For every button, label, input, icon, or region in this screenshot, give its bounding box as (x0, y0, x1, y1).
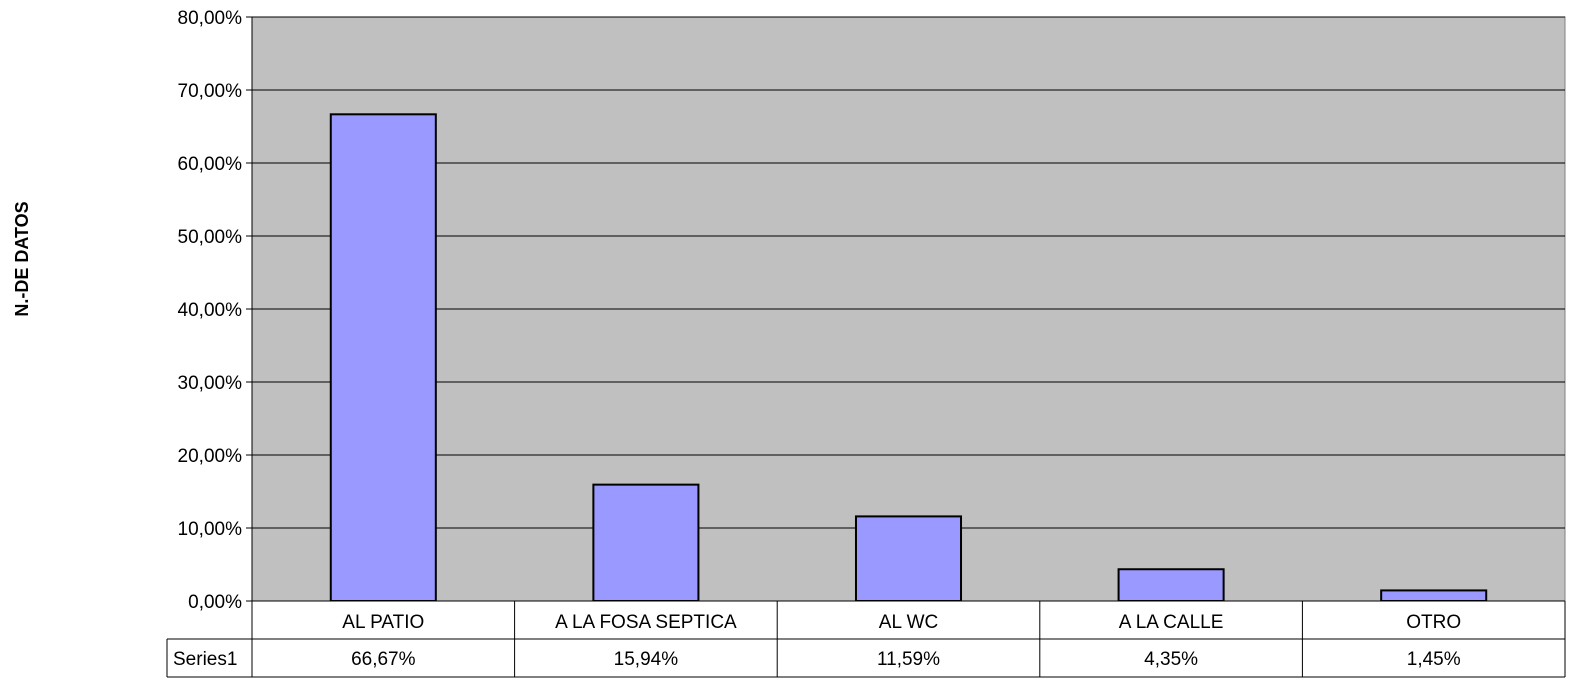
y-tick-label: 10,00% (178, 519, 243, 540)
y-axis-label: N.-DE DATOS (12, 201, 32, 316)
data-value-label: 66,67% (351, 649, 416, 670)
y-tick-label: 50,00% (178, 227, 243, 248)
bar-4 (1380, 589, 1488, 602)
y-tick-label: 30,00% (178, 373, 243, 394)
series-legend-label: Series1 (173, 649, 237, 670)
bar-0 (329, 113, 437, 603)
category-label: A LA CALLE (1119, 612, 1224, 633)
category-label: AL PATIO (342, 612, 424, 633)
data-table: Series1 AL PATIO 66,67% A LA FOSA SEPTICA 15… (166, 600, 1566, 678)
bar-3 (1117, 568, 1225, 602)
y-tick-label: 20,00% (178, 446, 243, 467)
category-label: OTRO (1406, 612, 1461, 633)
y-tick-label: 40,00% (178, 300, 243, 321)
table-value-row (167, 639, 1565, 677)
bar-1 (592, 483, 700, 602)
data-value-label: 1,45% (1407, 649, 1461, 670)
y-tick-label: 80,00% (178, 8, 243, 29)
category-label: A LA FOSA SEPTICA (555, 612, 737, 633)
y-tick-label: 60,00% (178, 154, 243, 175)
bars (329, 113, 1488, 603)
table-header-row (252, 601, 1565, 639)
data-value-label: 11,59% (877, 649, 940, 670)
data-value-label: 4,35% (1144, 649, 1198, 670)
bar-2 (854, 515, 963, 603)
y-axis-ticks: 0,00% 10,00% 20,00% 30,00% 40,00% 50,00% 60,00… (178, 8, 253, 613)
y-tick-label: 70,00% (178, 81, 243, 102)
gridlines (252, 16, 1565, 529)
y-tick-label: 0,00% (188, 592, 242, 613)
category-label: AL WC (879, 612, 938, 633)
data-value-label: 15,94% (614, 649, 679, 670)
